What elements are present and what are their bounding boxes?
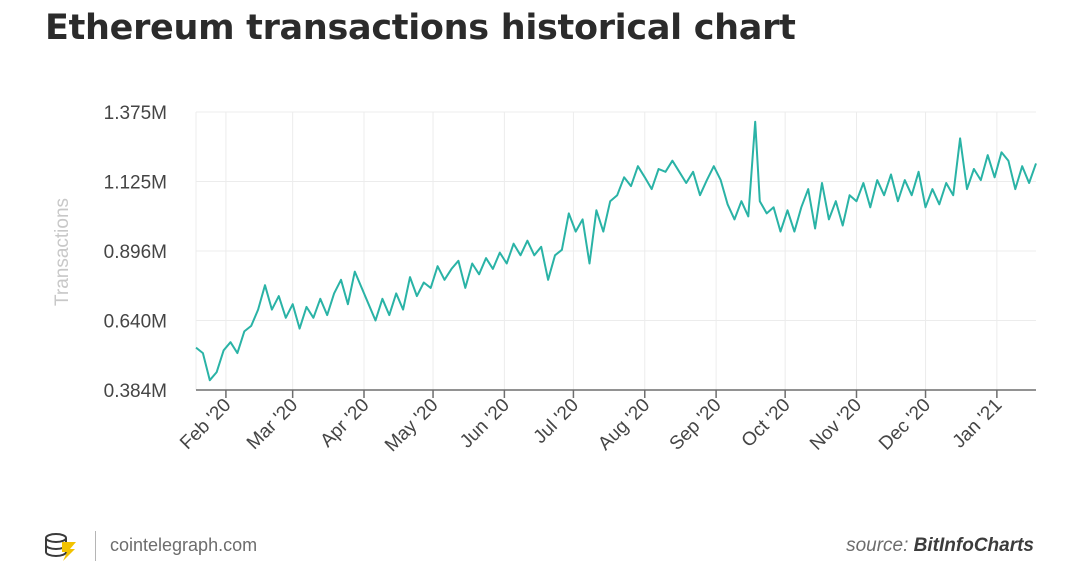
source-prefix: source: [846,535,909,556]
x-tick-label: Jun '20 [456,395,514,453]
source-name: BitInfoCharts [913,535,1034,556]
grid-lines [195,111,1036,390]
cointelegraph-logo-icon [42,530,80,566]
x-tick-label: Oct '20 [738,395,795,452]
x-axis-ticks: Feb '20 Mar '20 Apr '20 May '20 Jun '20 Jul '… [176,390,1006,456]
footer-site-name: cointelegraph.com [110,535,258,555]
y-axis-ticks: 0.384M 0.640M 0.896M 1.125M 1.375M [104,103,167,402]
y-tick-label: 1.375M [104,103,167,124]
series-line-transactions [195,120,1037,382]
x-tick-label: Mar '20 [243,395,302,454]
y-tick-label: 1.125M [104,173,167,194]
x-tick-label: May '20 [381,395,442,456]
x-tick-label: Nov '20 [806,395,866,455]
x-tick-label: Apr '20 [317,395,374,452]
x-tick-label: Dec '20 [875,395,935,455]
y-tick-label: 0.384M [104,381,167,402]
footer-divider [95,531,96,561]
x-tick-label: Jan '21 [949,395,1007,453]
x-tick-label: Feb '20 [176,395,235,454]
y-tick-label: 0.640M [104,312,167,333]
x-tick-label: Jul '20 [530,395,583,448]
chart-title: Ethereum transactions historical chart [45,8,796,48]
x-tick-label: Aug '20 [594,395,654,455]
y-tick-label: 0.896M [104,242,167,263]
y-axis-label: Transactions [52,198,73,306]
x-tick-label: Sep '20 [666,395,726,455]
footer-source: source: BitInfoCharts [846,535,1034,557]
